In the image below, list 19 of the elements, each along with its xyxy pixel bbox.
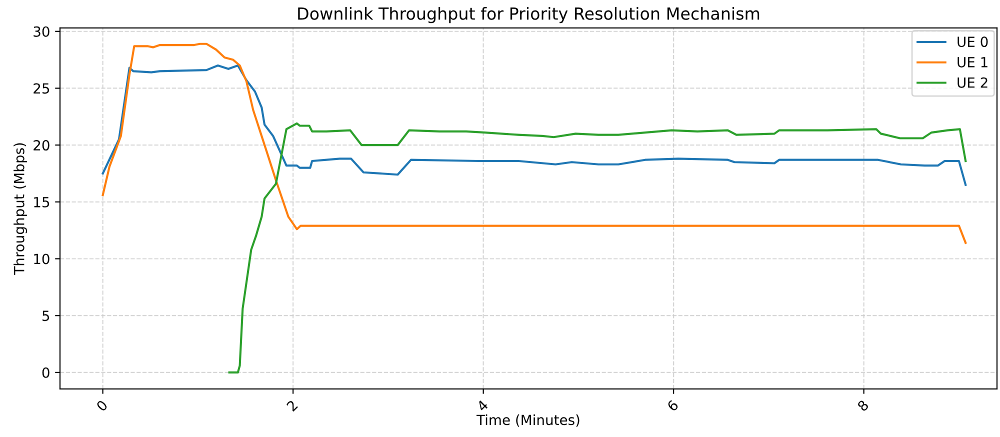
line-series xyxy=(228,122,967,374)
legend-label: UE 2 xyxy=(958,77,988,88)
legend-label: UE 1 xyxy=(958,57,988,68)
y-tick-label: 10 xyxy=(34,254,50,264)
y-tick-label: 15 xyxy=(34,197,50,208)
y-tick-label: 5 xyxy=(42,310,50,322)
y-tick-label: 25 xyxy=(34,83,50,94)
x-tick-label: 2 xyxy=(286,400,298,412)
y-tick-label: 0 xyxy=(42,367,50,378)
x-tick-label: 0 xyxy=(96,399,108,412)
x-tick-label: 8 xyxy=(856,400,870,412)
legend-label: UE 0 xyxy=(958,36,988,48)
y-tick-label: 30 xyxy=(34,26,50,37)
y-axis-title: Throughput (Mbps) xyxy=(14,143,28,275)
chart-title: Downlink Throughput for Priority Resolution Mechanism xyxy=(298,6,760,24)
x-tick-label: 6 xyxy=(666,399,679,412)
x-tick-label: 4 xyxy=(476,400,489,412)
y-tick-label: 20 xyxy=(34,140,50,151)
x-axis-title: Time (Minutes) xyxy=(476,414,580,427)
